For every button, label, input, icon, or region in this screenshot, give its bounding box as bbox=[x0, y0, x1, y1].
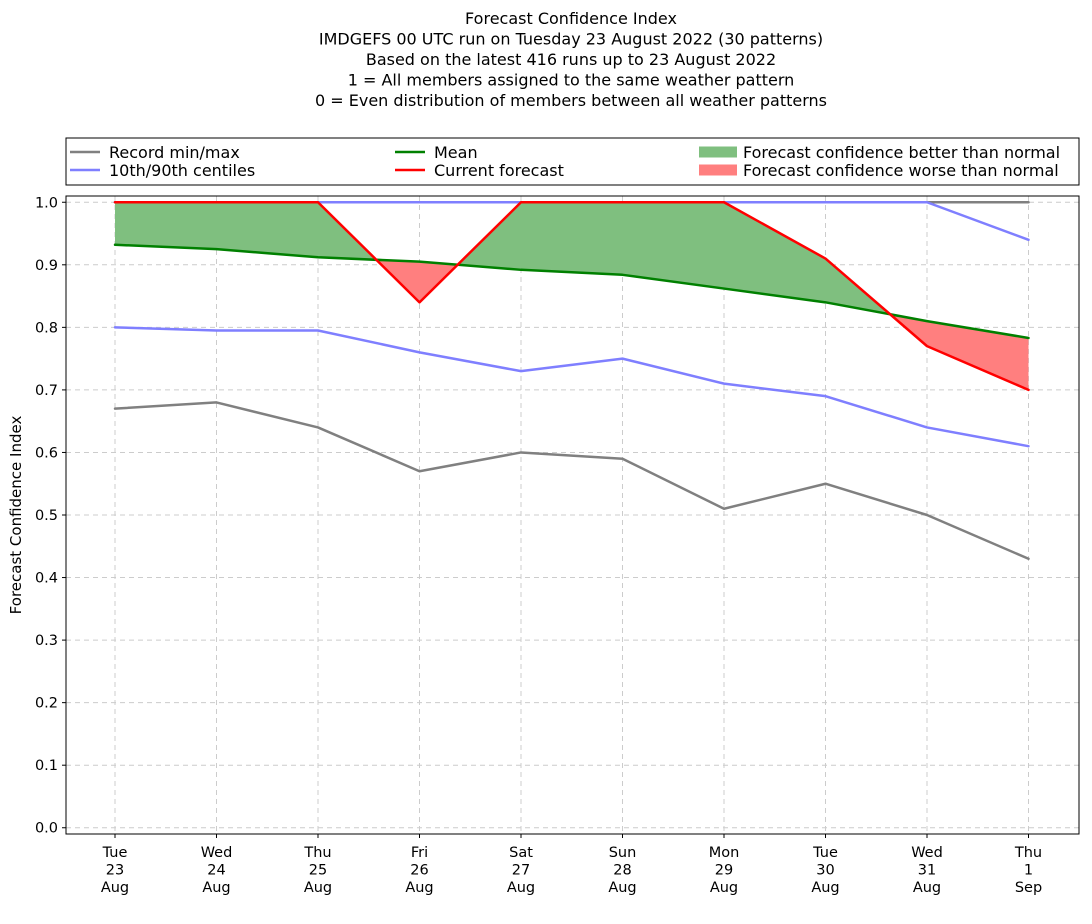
x-tick-label: Thu bbox=[303, 845, 331, 861]
y-tick-label: 0.2 bbox=[35, 696, 58, 712]
title-line: 0 = Even distribution of members between… bbox=[315, 91, 827, 110]
legend-label: Current forecast bbox=[434, 161, 564, 180]
better-than-normal-fill bbox=[115, 202, 217, 250]
chart-title: Forecast Confidence Index IMDGEFS 00 UTC … bbox=[315, 9, 827, 110]
series-line-current bbox=[113, 201, 1030, 392]
x-tick-label: 30 bbox=[816, 863, 834, 879]
series-lines bbox=[113, 201, 1030, 561]
y-axis: 0.0 0.1 0.2 0.3 0.4 0.5 0.6 0.7 0.8 0.9 1.0 bbox=[35, 195, 66, 837]
x-tick-label: Aug bbox=[710, 880, 738, 896]
x-tick-label: Mon bbox=[709, 845, 740, 861]
x-tick-label: Aug bbox=[202, 880, 230, 896]
y-tick-label: 0.3 bbox=[35, 633, 58, 649]
legend-label: 10th/90th centiles bbox=[109, 161, 255, 180]
x-tick-label: Aug bbox=[101, 880, 129, 896]
x-tick-label: 1 bbox=[1024, 863, 1033, 879]
legend-label: Mean bbox=[434, 143, 478, 162]
legend-fill-swatch bbox=[699, 146, 737, 158]
y-tick-label: 1.0 bbox=[35, 195, 58, 211]
x-tick-label: Sat bbox=[509, 845, 533, 861]
legend-label: Forecast confidence better than normal bbox=[743, 143, 1060, 162]
y-tick-label: 0.8 bbox=[35, 320, 58, 336]
x-tick-label: Tue bbox=[102, 845, 128, 861]
y-axis-label: Forecast Confidence Index bbox=[7, 416, 25, 615]
series-line-record-min bbox=[113, 401, 1030, 561]
x-tick-label: Tue bbox=[812, 845, 838, 861]
better-than-normal-fill bbox=[622, 202, 724, 289]
x-tick-label: Aug bbox=[507, 880, 535, 896]
x-tick-label: 25 bbox=[309, 863, 327, 879]
x-tick-label: 26 bbox=[410, 863, 428, 879]
legend-label: Forecast confidence worse than normal bbox=[743, 161, 1059, 180]
y-tick-label: 0.4 bbox=[35, 571, 58, 587]
series-line-mean bbox=[113, 243, 1030, 340]
x-tick-label: 29 bbox=[715, 863, 733, 879]
title-line: Forecast Confidence Index bbox=[465, 9, 677, 28]
x-tick-label: Fri bbox=[411, 845, 428, 861]
x-tick-label: 23 bbox=[106, 863, 124, 879]
x-tick-label: Sun bbox=[609, 845, 637, 861]
y-tick-label: 0.7 bbox=[35, 383, 58, 399]
x-axis: Tue23AugWed24AugThu25AugFri26AugSat27Aug… bbox=[101, 834, 1042, 896]
x-tick-label: Sep bbox=[1015, 880, 1042, 896]
x-tick-label: Aug bbox=[608, 880, 636, 896]
better-than-normal-fill bbox=[216, 202, 318, 258]
y-tick-label: 0.9 bbox=[35, 258, 58, 274]
x-tick-label: Aug bbox=[811, 880, 839, 896]
better-than-normal-fill bbox=[521, 202, 623, 275]
y-tick-label: 0.6 bbox=[35, 445, 58, 461]
legend-label: Record min/max bbox=[109, 143, 240, 162]
x-tick-label: Wed bbox=[911, 845, 943, 861]
y-tick-label: 0.1 bbox=[35, 758, 58, 774]
x-tick-label: Aug bbox=[913, 880, 941, 896]
y-tick-label: 0.5 bbox=[35, 508, 58, 524]
y-tick-label: 0.0 bbox=[35, 821, 58, 837]
x-tick-label: Aug bbox=[405, 880, 433, 896]
title-line: IMDGEFS 00 UTC run on Tuesday 23 August … bbox=[319, 30, 823, 49]
title-line: Based on the latest 416 runs up to 23 Au… bbox=[366, 50, 776, 69]
confidence-fills bbox=[115, 202, 1029, 390]
series-line-p10 bbox=[113, 326, 1030, 448]
better-than-normal-fill bbox=[724, 202, 826, 303]
x-tick-label: Thu bbox=[1014, 845, 1042, 861]
x-tick-label: Wed bbox=[201, 845, 233, 861]
x-tick-label: 24 bbox=[207, 863, 225, 879]
x-tick-label: Aug bbox=[304, 880, 332, 896]
title-line: 1 = All members assigned to the same wea… bbox=[348, 71, 795, 90]
x-tick-label: 27 bbox=[512, 863, 530, 879]
x-tick-label: 28 bbox=[613, 863, 631, 879]
legend-box bbox=[65, 137, 1080, 186]
x-tick-label: 31 bbox=[918, 863, 936, 879]
legend-fill-swatch bbox=[699, 164, 737, 176]
worse-than-normal-fill bbox=[927, 321, 1029, 390]
